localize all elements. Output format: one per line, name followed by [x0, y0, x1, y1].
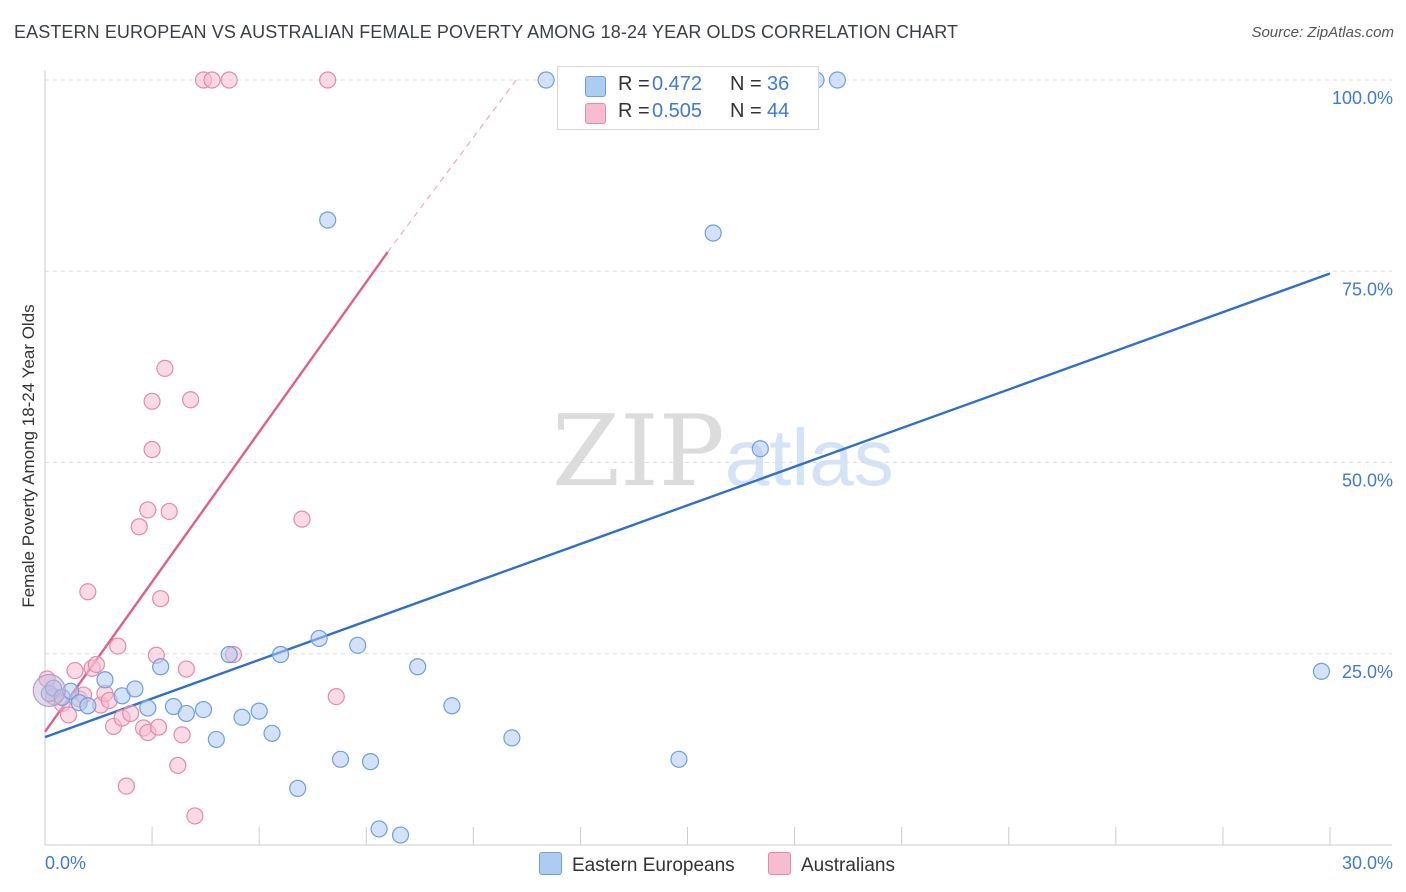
data-point-eastern-europeans — [96, 671, 114, 689]
x-tick-label: 30.0% — [1342, 853, 1393, 873]
x-tick-label: 0.0% — [45, 853, 86, 873]
data-point-eastern-europeans — [250, 702, 268, 720]
data-point-australians — [319, 71, 337, 89]
legend-n-value: 44 — [767, 100, 790, 122]
legend-swatch-pink — [585, 103, 606, 124]
chart-title: EASTERN EUROPEAN VS AUSTRALIAN FEMALE PO… — [14, 22, 959, 42]
data-point-eastern-europeans — [537, 71, 555, 89]
correlation-legend: R = 0.472 N = 36 R = 0.505 N = 44 — [557, 66, 819, 130]
data-point-eastern-europeans — [670, 750, 688, 768]
data-point-australians — [130, 518, 148, 536]
y-tick-label: 100.0% — [1332, 88, 1393, 108]
data-point-eastern-europeans — [361, 753, 380, 771]
data-point-eastern-europeans — [503, 729, 521, 747]
data-point-eastern-europeans — [207, 730, 225, 749]
watermark-atlas: atlas — [724, 413, 894, 502]
data-point-eastern-europeans — [310, 629, 328, 648]
data-point-eastern-europeans — [220, 645, 238, 664]
data-point-australians — [182, 391, 200, 409]
data-point-australians — [79, 583, 97, 601]
data-point-australians — [293, 510, 311, 528]
data-point-australians — [203, 71, 221, 89]
data-point-eastern-europeans — [391, 826, 410, 844]
data-point-australians — [117, 777, 135, 795]
data-point-eastern-europeans — [177, 704, 195, 723]
data-point-eastern-europeans — [126, 680, 144, 698]
y-tick-label: 50.0% — [1342, 471, 1393, 491]
legend-item-eastern-europeans: Eastern Europeans — [539, 852, 735, 877]
data-point-australians — [220, 71, 238, 89]
data-point-eastern-europeans — [263, 724, 281, 742]
points-layer — [32, 71, 1331, 844]
data-point-eastern-europeans — [152, 658, 170, 676]
data-point-australians — [139, 501, 157, 519]
data-point-australians — [186, 807, 204, 825]
legend-swatch-blue — [539, 852, 562, 875]
data-point-eastern-europeans — [409, 658, 427, 676]
legend-row-eastern-europeans: R = 0.472 N = 36 — [558, 73, 818, 101]
y-tick-label: 75.0% — [1342, 279, 1393, 299]
legend-row-australians: R = 0.505 N = 44 — [558, 100, 818, 128]
data-point-eastern-europeans — [751, 440, 769, 458]
axis-layer — [44, 70, 1392, 846]
data-point-eastern-europeans — [194, 700, 213, 719]
data-point-eastern-europeans — [331, 750, 350, 768]
data-point-australians — [173, 726, 191, 744]
legend-r-value: 0.505 — [652, 100, 703, 122]
legend-n-label: N = — [730, 73, 762, 95]
data-point-australians — [143, 392, 161, 410]
data-point-eastern-europeans — [271, 645, 290, 664]
data-point-australians — [109, 637, 127, 655]
y-axis-label: Female Poverty Among 18-24 Year Olds — [19, 304, 38, 607]
data-point-australians — [327, 687, 345, 706]
watermark-zip: ZIP — [552, 395, 725, 509]
trendline-australians-extension — [387, 79, 517, 253]
data-point-eastern-europeans — [1312, 662, 1331, 680]
watermark: ZIPatlas — [552, 395, 894, 509]
data-point-eastern-europeans — [704, 224, 722, 242]
legend-item-australians: Australians — [768, 852, 895, 877]
data-point-eastern-europeans — [349, 636, 367, 654]
legend-r-label: R = — [618, 100, 650, 122]
data-point-eastern-europeans — [443, 697, 461, 715]
data-point-eastern-europeans — [828, 71, 847, 89]
legend-n-label: N = — [730, 100, 762, 122]
legend-swatch-blue — [585, 76, 606, 97]
data-point-cluster — [32, 673, 66, 708]
data-point-eastern-europeans — [289, 779, 307, 797]
legend-swatch-pink — [768, 852, 791, 875]
trend-layer — [44, 79, 1331, 739]
data-point-eastern-europeans — [233, 708, 251, 726]
grid-layer — [45, 79, 1392, 655]
data-point-australians — [149, 718, 168, 736]
data-point-australians — [66, 661, 84, 680]
legend-n-value: 36 — [767, 73, 790, 95]
data-point-australians — [160, 502, 178, 521]
data-point-australians — [143, 440, 161, 459]
data-point-australians — [169, 756, 187, 775]
data-point-eastern-europeans — [370, 820, 388, 838]
data-point-australians — [156, 359, 174, 378]
trendline-eastern-europeans — [44, 272, 1331, 739]
legend-label-eastern-europeans: Eastern Europeans — [572, 855, 735, 876]
data-point-eastern-europeans — [319, 211, 337, 229]
legend-r-value: 0.472 — [652, 73, 703, 95]
data-point-australians — [177, 660, 195, 678]
source-label: Source: ZipAtlas.com — [1251, 24, 1394, 41]
legend-label-australians: Australians — [801, 855, 895, 876]
data-point-australians — [152, 590, 170, 608]
data-point-eastern-europeans — [139, 699, 157, 717]
data-point-australians — [87, 655, 106, 674]
data-point-australians — [59, 706, 78, 724]
trendline-australians — [44, 251, 389, 733]
label-layer: 25.0% 50.0% 75.0% 100.0% 0.0% 30.0% Female Pov… — [19, 88, 1393, 873]
data-point-eastern-europeans — [79, 697, 97, 715]
legend-r-label: R = — [618, 73, 650, 95]
data-point-australians — [122, 704, 140, 723]
y-tick-label: 25.0% — [1342, 662, 1393, 682]
